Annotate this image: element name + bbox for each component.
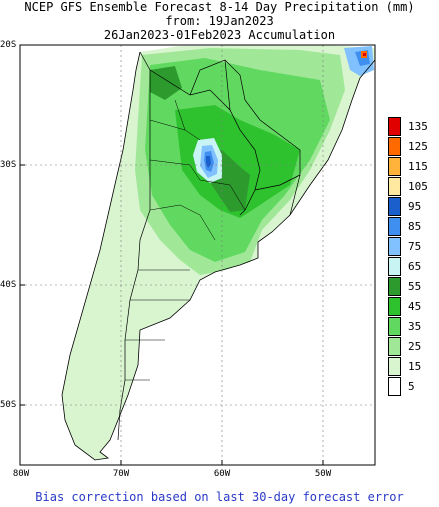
lon-label-80w: 80W	[12, 469, 30, 479]
legend-swatch	[388, 117, 401, 136]
precip-band-45	[175, 105, 300, 218]
lon-label-70w: 70W	[112, 469, 130, 479]
legend-label: 85	[408, 220, 422, 233]
legend-swatch	[388, 277, 401, 296]
legend-swatch	[388, 217, 401, 236]
legend-label: 135	[408, 120, 428, 133]
legend-label: 65	[408, 260, 422, 273]
legend-label: 125	[408, 140, 428, 153]
forecast-start-date: from: 19Jan2023	[165, 14, 274, 28]
lat-label-40s: 40S	[0, 280, 17, 290]
legend-item-5: 5	[388, 377, 434, 397]
lon-label-60w: 60W	[213, 469, 231, 479]
legend-label: 115	[408, 160, 428, 173]
legend-item-25: 25	[388, 337, 434, 357]
precip-cell-northeast-max	[363, 53, 366, 56]
legend-label: 25	[408, 340, 422, 353]
map-title: NCEP GFS Ensemble Forecast 8-14 Day Prec…	[24, 0, 415, 14]
lat-label-50s: 50S	[0, 400, 17, 410]
legend-item-105: 105	[388, 177, 434, 197]
legend-item-115: 115	[388, 157, 434, 177]
legend-label: 15	[408, 360, 422, 373]
precip-band-55-north	[150, 66, 182, 100]
legend-label: 105	[408, 180, 428, 193]
lat-label-20s: 20S	[0, 40, 17, 50]
legend-item-65: 65	[388, 257, 434, 277]
lon-label-50w: 50W	[314, 469, 332, 479]
legend-item-55: 55	[388, 277, 434, 297]
legend-label: 5	[408, 380, 415, 393]
legend-swatch	[388, 137, 401, 156]
legend-label: 75	[408, 240, 422, 253]
legend-item-85: 85	[388, 217, 434, 237]
accumulation-period: 26Jan2023-01Feb2023 Accumulation	[103, 28, 336, 42]
legend-label: 45	[408, 300, 422, 313]
legend-item-135: 135	[388, 117, 434, 137]
legend-swatch	[388, 197, 401, 216]
precip-band-95	[206, 156, 211, 168]
map-frame	[19, 44, 376, 466]
legend-swatch	[388, 257, 401, 276]
legend-item-15: 15	[388, 357, 434, 377]
legend-label: 55	[408, 280, 422, 293]
bias-correction-note: Bias correction based on last 30-day for…	[35, 490, 404, 504]
legend-item-45: 45	[388, 297, 434, 317]
legend-item-125: 125	[388, 137, 434, 157]
legend-item-75: 75	[388, 237, 434, 257]
legend-swatch	[388, 157, 401, 176]
lat-label-30s: 30S	[0, 160, 17, 170]
legend-swatch	[388, 337, 401, 356]
legend-swatch	[388, 317, 401, 336]
legend-item-95: 95	[388, 197, 434, 217]
legend-label: 95	[408, 200, 422, 213]
legend-swatch	[388, 357, 401, 376]
legend-swatch	[388, 297, 401, 316]
legend-swatch	[388, 237, 401, 256]
graticule	[20, 45, 375, 465]
axis-ticks	[20, 164, 324, 465]
legend-item-35: 35	[388, 317, 434, 337]
legend-swatch	[388, 377, 401, 396]
legend-swatch	[388, 177, 401, 196]
legend-label: 35	[408, 320, 422, 333]
country-boundaries	[117, 51, 301, 441]
